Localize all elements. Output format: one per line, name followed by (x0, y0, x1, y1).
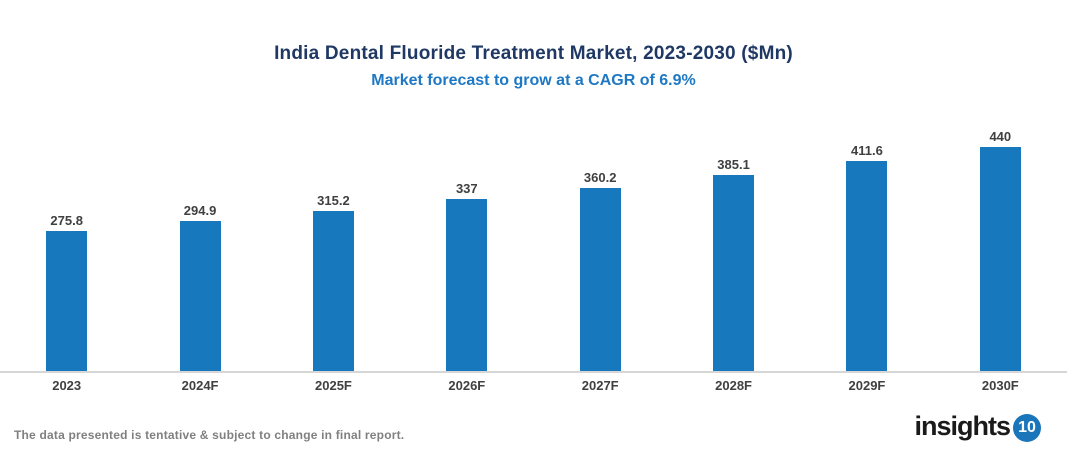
bar-value-label: 440 (989, 129, 1012, 144)
bar-column: 315.2 (267, 193, 400, 371)
x-axis-label: 2024F (181, 378, 219, 393)
bar-value-label: 360.2 (583, 170, 617, 185)
x-axis-label: 2028F (715, 378, 752, 393)
bar (446, 199, 488, 371)
bar (979, 147, 1021, 371)
x-axis-label: 2027F (581, 378, 619, 393)
x-axis-label: 2023 (52, 378, 82, 393)
bar (579, 188, 621, 371)
x-axis: 2023 2024F 2025F 2026F 2027F 2028F 2029F 2030F (0, 378, 1067, 393)
bar (179, 221, 221, 371)
x-axis-label: 2025F (315, 378, 352, 393)
bar-column: 440 (934, 129, 1067, 371)
x-axis-label: 2026F (448, 378, 486, 393)
logo-text: insights (914, 410, 1011, 441)
bar (46, 231, 88, 371)
bar-column: 275.8 (0, 213, 133, 371)
x-axis-label: 2029F (848, 378, 886, 393)
bar-column: 411.6 (800, 143, 933, 371)
bar-column: 337 (400, 181, 533, 371)
bar (713, 175, 755, 371)
bar (846, 161, 888, 371)
insights10-logo: insights 10 (914, 410, 1041, 442)
bar (312, 211, 354, 371)
bar-value-label: 411.6 (851, 143, 883, 158)
bar-value-label: 294.9 (183, 203, 217, 218)
bar-value-label: 275.8 (50, 213, 83, 228)
bar-value-label: 385.1 (717, 157, 750, 172)
chart-title: India Dental Fluoride Treatment Market, … (274, 43, 793, 64)
bar-value-label: 315.2 (317, 193, 350, 208)
bar-chart: 275.8 294.9 315.2 337 360.2 385.1 411.6 440 (0, 92, 1067, 373)
bar-column: 360.2 (534, 170, 667, 371)
logo-badge: 10 (1013, 414, 1041, 442)
footer-note: The data presented is tentative & subjec… (14, 428, 405, 442)
bar-column: 385.1 (667, 157, 800, 371)
bar-column: 294.9 (133, 203, 266, 371)
bar-value-label: 337 (455, 181, 478, 196)
chart-subtitle: Market forecast to grow at a CAGR of 6.9… (371, 72, 696, 89)
x-axis-label: 2030F (981, 378, 1019, 393)
